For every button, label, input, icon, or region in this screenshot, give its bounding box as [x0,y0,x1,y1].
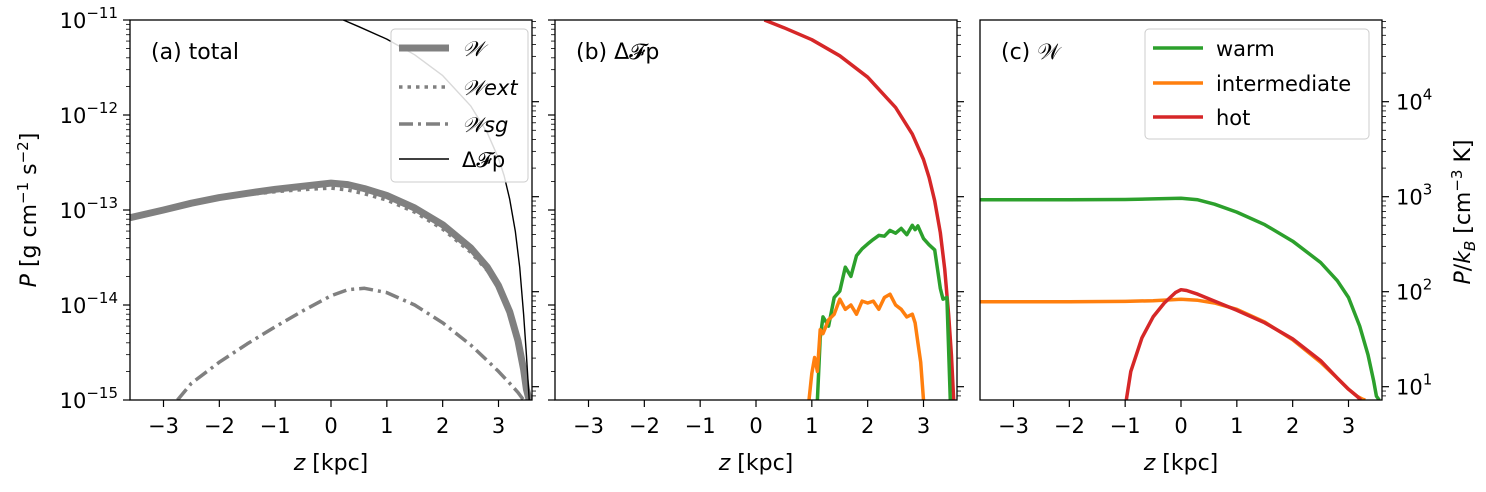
y-tick-label: 10−15 [60,384,118,413]
series-line [980,196,1381,400]
x-tick-label: −3 [998,414,1029,438]
panel-c-xticks: −3 −2 −1 0 1 2 3 [998,400,1355,438]
panel-a-ylabel: P [g cm−1 s−2] [14,133,42,288]
x-tick-label: 3 [492,414,505,438]
y2-tick-label: 104 [1396,86,1432,115]
panel-b-series [763,20,956,400]
y-tick-label: 10−11 [60,4,118,33]
panel-a-title: (a) total [151,40,239,65]
panel-b-xlabel: z [kpc] [718,451,794,476]
x-tick-label: 2 [436,414,449,438]
panel-a-xticks: −3 −2 −1 0 1 2 3 [148,400,505,438]
series-line [130,186,531,400]
series-line [807,292,926,400]
panel-a-yticks: 10−11 10−12 10−13 10−14 10−15 [60,4,539,413]
x-tick-label: −1 [1110,414,1141,438]
panel-c-ylabel-right: P/kB [cm−3 K] [1448,140,1479,285]
y-tick-label: 10−12 [60,99,118,128]
x-tick-label: 2 [1286,414,1299,438]
x-tick-label: −1 [260,414,291,438]
legend-label-Wsg: 𝒲sg [462,113,508,137]
x-tick-label: −1 [685,414,716,438]
legend-label-Wext: 𝒲ext [462,76,518,100]
panel-c: −3 −2 −1 0 1 2 3 104 103 102 101 (c) 𝒲 z [kpc] P/… [979,19,1479,476]
panel-b: −3 −2 −1 0 1 2 3 (b) Δ𝓕p z [kpc] [548,19,964,476]
x-tick-label: 1 [1230,414,1243,438]
panel-b-yticks [548,19,964,401]
panel-b-xticks: −3 −2 −1 0 1 2 3 [573,400,930,438]
x-tick-label: 3 [917,414,930,438]
panel-c-yticks-right: 104 103 102 101 [1382,21,1432,400]
x-tick-label: −2 [204,414,235,438]
x-tick-label: 1 [380,414,393,438]
legend-label-hot: hot [1216,106,1250,130]
legend-label-dFp: Δ𝓕p [462,148,505,172]
panel-a-legend-frame [390,28,529,183]
y-tick-label: 10−14 [60,289,118,318]
y2-tick-label: 103 [1396,181,1432,210]
x-tick-label: −2 [1054,414,1085,438]
series-line [176,286,526,400]
x-tick-label: −3 [573,414,604,438]
panel-c-title: (c) 𝒲 [1001,40,1062,65]
panel-c-xlabel: z [kpc] [1143,451,1219,476]
panel-c-legend: warm intermediate hot [1144,28,1370,140]
y2-tick-label: 102 [1396,276,1432,305]
y2-tick-label: 101 [1396,371,1432,400]
series-line [130,179,532,400]
y-tick-label: 10−13 [60,194,118,223]
x-tick-label: 0 [1174,414,1187,438]
x-tick-label: −2 [629,414,660,438]
legend-label-warm: warm [1216,37,1275,61]
x-tick-label: 3 [1342,414,1355,438]
panel-c-series [980,196,1381,400]
panel-a-legend: 𝒲 𝒲ext 𝒲sg Δ𝓕p [390,28,529,183]
x-tick-label: 1 [805,414,818,438]
panel-b-frame [554,19,958,401]
series-line [1124,287,1363,400]
panel-c-legend-frame [1144,28,1370,140]
panel-b-title: (b) Δ𝓕p [576,40,659,65]
series-line [763,20,956,400]
x-tick-label: 2 [861,414,874,438]
panel-a: −3 −2 −1 0 1 2 3 10−11 10−12 10−13 10−14 10−15 (a)… [14,4,539,476]
x-tick-label: 0 [749,414,762,438]
x-tick-label: 0 [324,414,337,438]
x-tick-label: −3 [148,414,179,438]
panel-a-xlabel: z [kpc] [293,451,369,476]
legend-label-intermediate: intermediate [1216,72,1351,96]
series-line [815,223,953,400]
